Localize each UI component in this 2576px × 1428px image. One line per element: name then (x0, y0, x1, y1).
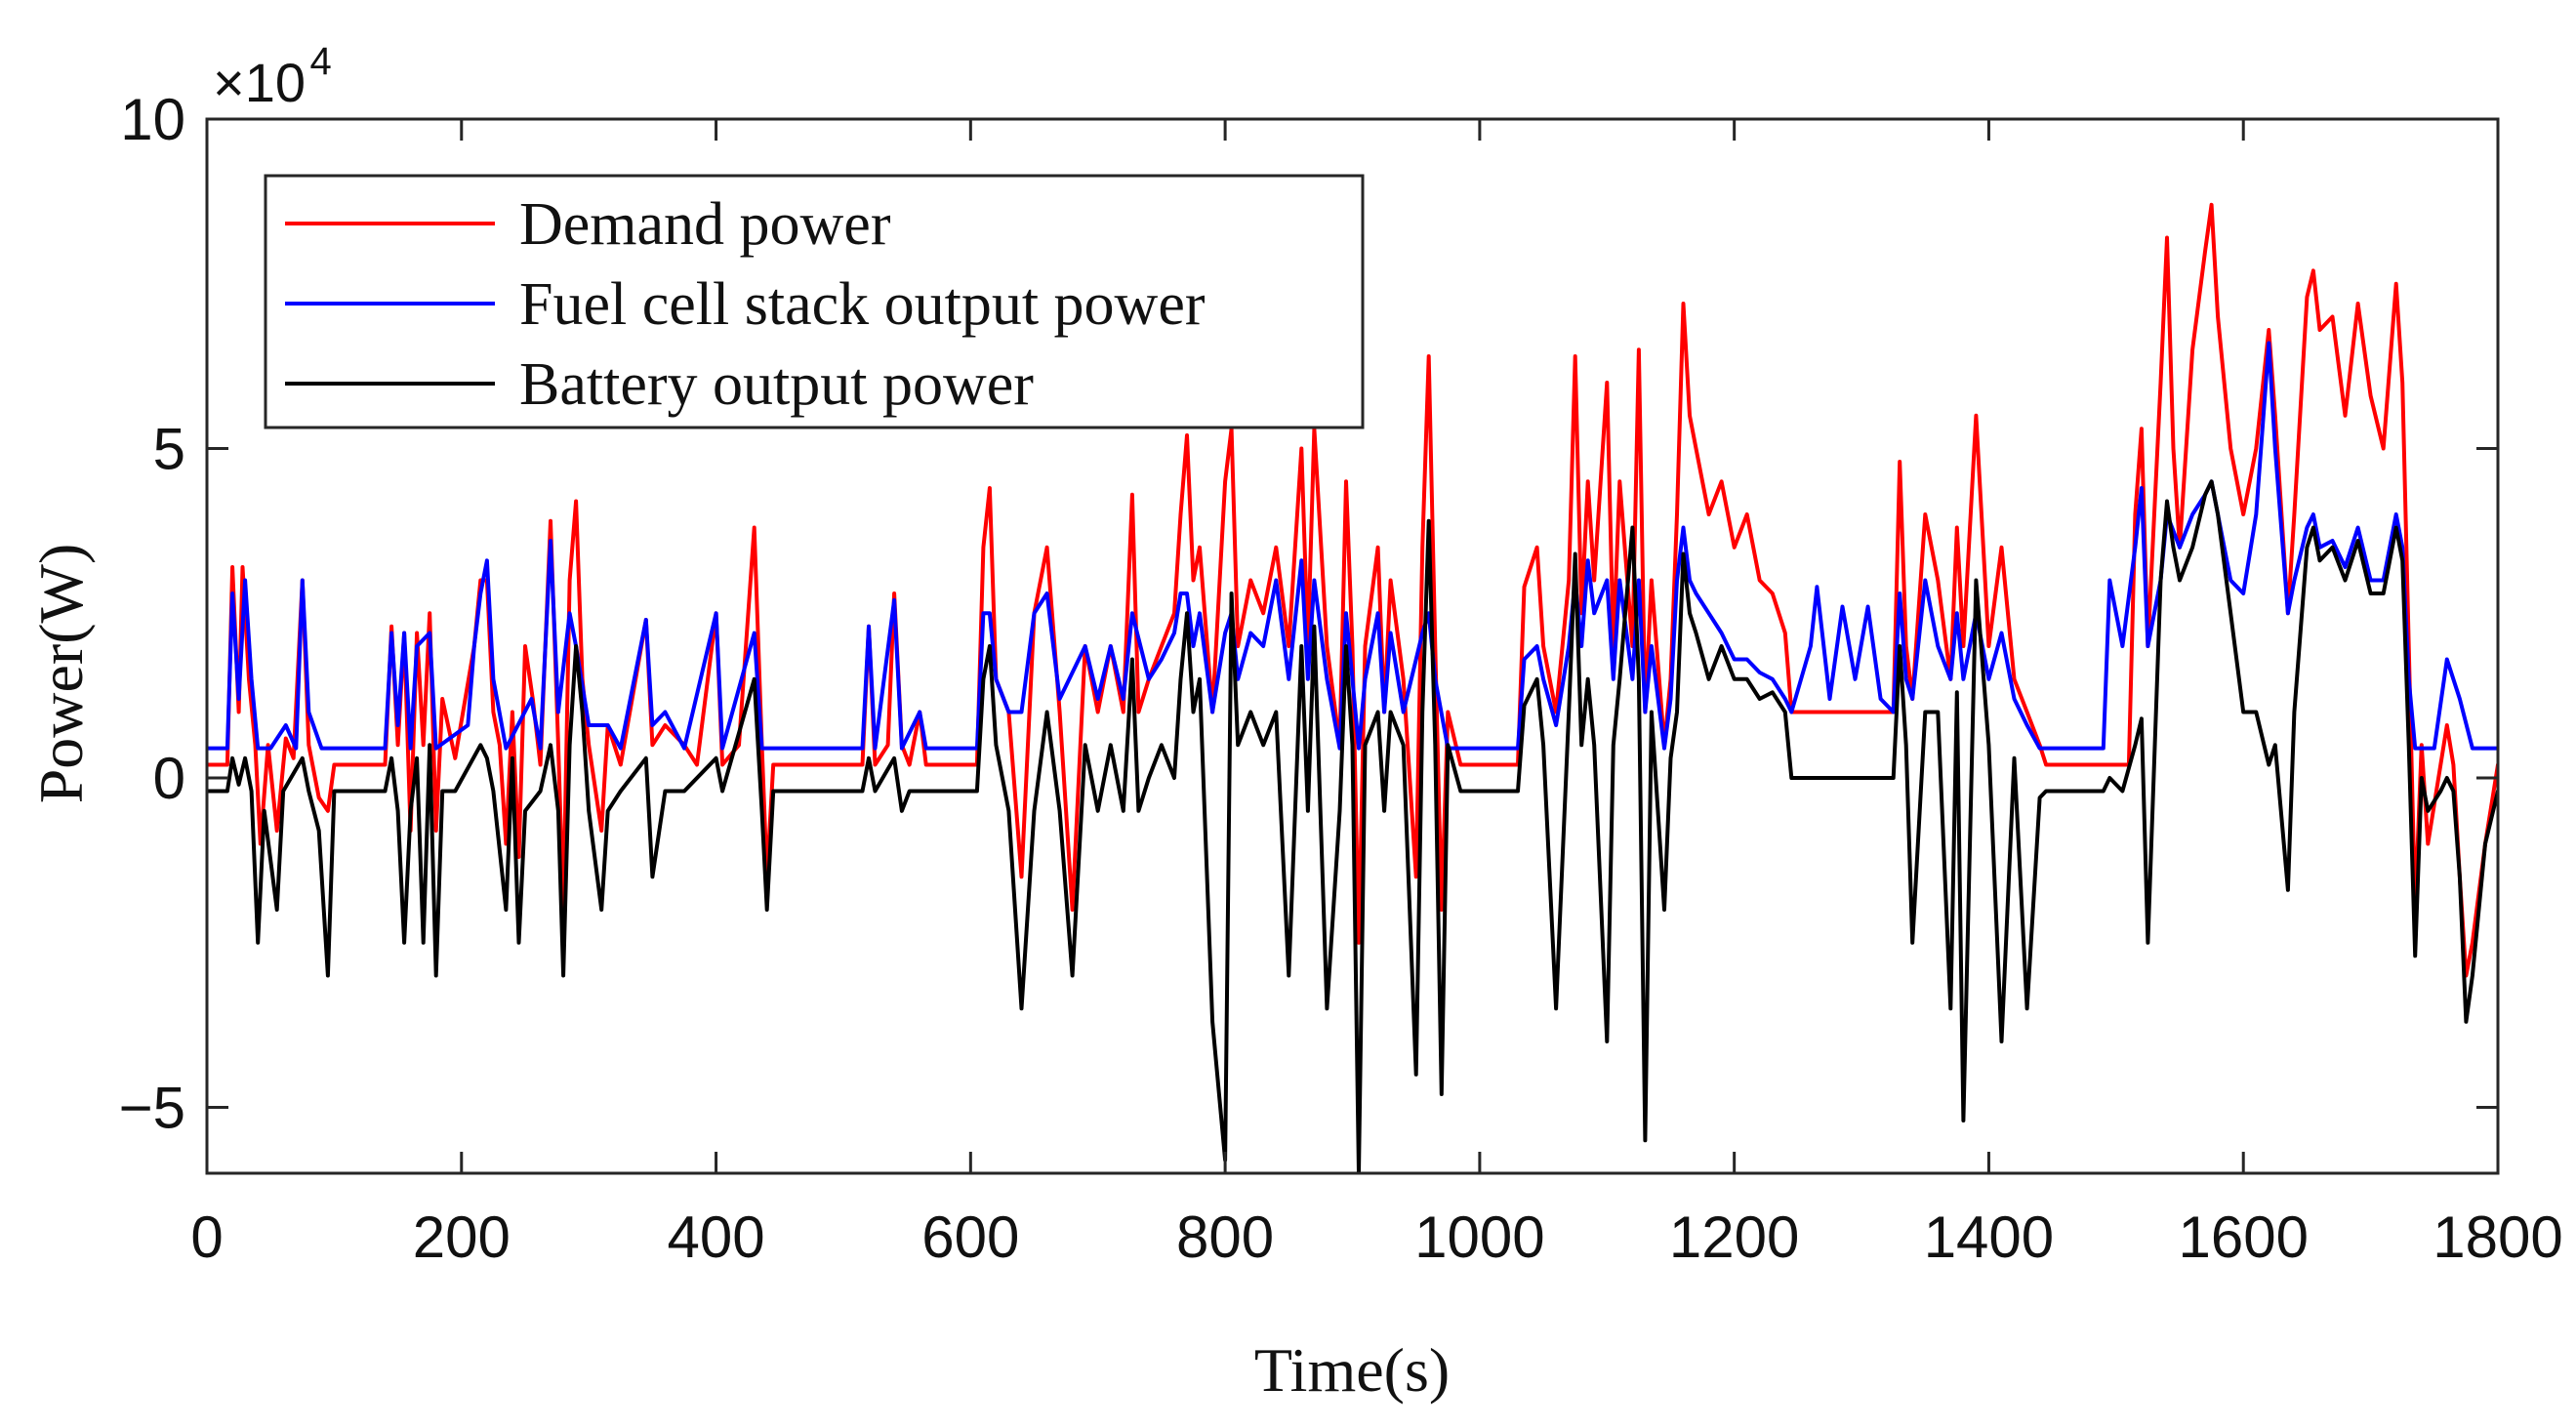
battery-power-line (207, 479, 2498, 1173)
fuel-cell-power-line (207, 341, 2498, 751)
y-axis-title: Power(W) (26, 544, 96, 804)
x-axis: 0 200 400 600 800 1000 1200 1400 1600 1800 (190, 119, 2563, 1270)
legend-label-demand: Demand power (519, 191, 891, 258)
y-tick-label: 0 (153, 746, 185, 811)
series-layer (207, 202, 2498, 1173)
y-tick-label: 10 (120, 87, 185, 152)
x-tick-label: 0 (190, 1204, 223, 1270)
x-axis-title: Time(s) (1254, 1335, 1450, 1405)
y-multiplier-exponent: 4 (309, 40, 331, 83)
y-multiplier-base: ×10 (213, 52, 306, 113)
y-tick-label: 5 (153, 417, 185, 482)
x-tick-label: 1600 (2178, 1204, 2308, 1270)
legend: Demand power Fuel cell stack output powe… (264, 174, 1365, 429)
x-tick-label: 600 (921, 1204, 1019, 1270)
x-tick-label: 200 (413, 1204, 511, 1270)
y-tick-label: −5 (119, 1076, 185, 1141)
x-tick-label: 1000 (1414, 1204, 1544, 1270)
y-multiplier: ×10 4 (213, 40, 332, 113)
x-tick-label: 1400 (1924, 1204, 2054, 1270)
x-tick-label: 400 (668, 1204, 765, 1270)
x-tick-label: 1200 (1669, 1204, 1799, 1270)
plot-frame (205, 117, 2500, 1175)
legend-label-fuel-cell: Fuel cell stack output power (519, 271, 1206, 338)
x-tick-label: 800 (1176, 1204, 1274, 1270)
demand-power-line (207, 202, 2498, 978)
legend-label-battery: Battery output power (519, 351, 1034, 418)
x-tick-label: 1800 (2433, 1204, 2562, 1270)
y-axis: −5 0 5 10 (119, 87, 2498, 1141)
